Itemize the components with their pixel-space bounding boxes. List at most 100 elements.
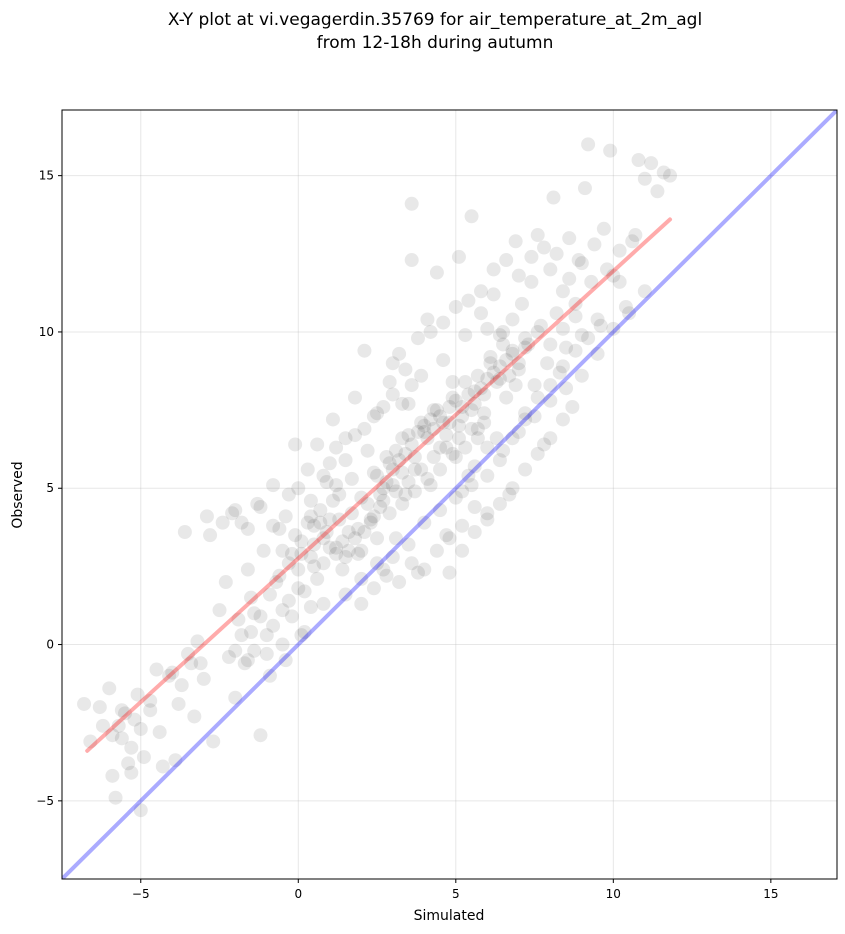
data-point <box>385 387 400 402</box>
data-point <box>433 440 448 455</box>
data-point <box>404 437 419 452</box>
data-point <box>552 365 567 380</box>
data-point <box>253 728 268 743</box>
data-point <box>467 384 482 399</box>
data-point <box>474 306 489 321</box>
data-point <box>492 496 507 511</box>
data-point <box>303 493 318 508</box>
data-point <box>577 181 592 196</box>
data-point <box>376 493 391 508</box>
data-point <box>439 440 454 455</box>
data-point <box>288 437 303 452</box>
y-tick-label: 15 <box>39 169 54 183</box>
data-point <box>628 228 643 243</box>
data-point <box>363 512 378 527</box>
y-tick-label: 10 <box>39 325 54 339</box>
data-point <box>218 575 233 590</box>
x-tick-label: 0 <box>294 887 302 901</box>
data-point <box>524 274 539 289</box>
data-point <box>294 628 309 643</box>
data-point <box>385 550 400 565</box>
data-point <box>549 306 564 321</box>
data-point <box>596 221 611 236</box>
data-point <box>467 459 482 474</box>
data-point <box>347 390 362 405</box>
data-point <box>433 409 448 424</box>
data-point <box>433 503 448 518</box>
data-point <box>537 240 552 255</box>
data-point <box>448 393 463 408</box>
data-point <box>505 343 520 358</box>
data-point <box>316 468 331 483</box>
data-point <box>240 521 255 536</box>
data-point <box>388 484 403 499</box>
data-point <box>505 481 520 496</box>
data-point <box>152 725 167 740</box>
data-points <box>77 137 678 818</box>
data-point <box>388 443 403 458</box>
data-point <box>562 231 577 246</box>
data-point <box>338 550 353 565</box>
data-point <box>278 509 293 524</box>
data-point <box>297 625 312 640</box>
data-point <box>486 287 501 302</box>
data-point <box>77 696 92 711</box>
data-point <box>259 628 274 643</box>
data-point <box>426 421 441 436</box>
data-point <box>455 399 470 414</box>
data-point <box>382 506 397 521</box>
data-point <box>133 721 148 736</box>
identity-line <box>62 110 837 879</box>
data-point <box>329 440 344 455</box>
data-point <box>543 393 558 408</box>
data-point <box>240 653 255 668</box>
data-point <box>480 440 495 455</box>
data-point <box>366 581 381 596</box>
data-point <box>376 399 391 414</box>
data-point <box>322 456 337 471</box>
data-point <box>568 343 583 358</box>
data-point <box>445 374 460 389</box>
data-point <box>335 562 350 577</box>
data-point <box>288 528 303 543</box>
data-point <box>370 556 385 571</box>
data-point <box>370 468 385 483</box>
data-point <box>272 521 287 536</box>
data-point <box>480 371 495 386</box>
data-point <box>294 534 309 549</box>
data-point <box>414 415 429 430</box>
data-point <box>442 565 457 580</box>
y-tick-label: 5 <box>46 481 54 495</box>
data-point <box>307 559 322 574</box>
data-point <box>237 656 252 671</box>
data-point <box>203 528 218 543</box>
data-point <box>95 718 110 733</box>
data-point <box>247 643 262 658</box>
data-point <box>492 371 507 386</box>
data-point <box>417 418 432 433</box>
data-point <box>272 568 287 583</box>
data-point <box>461 468 476 483</box>
data-point <box>499 353 514 368</box>
data-point <box>603 143 618 158</box>
chart-title-line2: from 12-18h during autumn <box>317 33 554 53</box>
data-point <box>404 196 419 211</box>
data-point <box>190 634 205 649</box>
data-point <box>543 337 558 352</box>
data-point <box>574 256 589 271</box>
data-point <box>527 378 542 393</box>
data-point <box>612 243 627 258</box>
data-point <box>382 374 397 389</box>
data-point <box>511 356 526 371</box>
data-point <box>499 390 514 405</box>
data-point <box>316 596 331 611</box>
data-point <box>379 449 394 464</box>
data-point <box>259 646 274 661</box>
data-point <box>83 734 98 749</box>
data-point <box>341 525 356 540</box>
data-point <box>319 525 334 540</box>
data-point <box>442 531 457 546</box>
x-axis-label: Simulated <box>414 908 485 924</box>
data-point <box>410 331 425 346</box>
data-point <box>442 415 457 430</box>
